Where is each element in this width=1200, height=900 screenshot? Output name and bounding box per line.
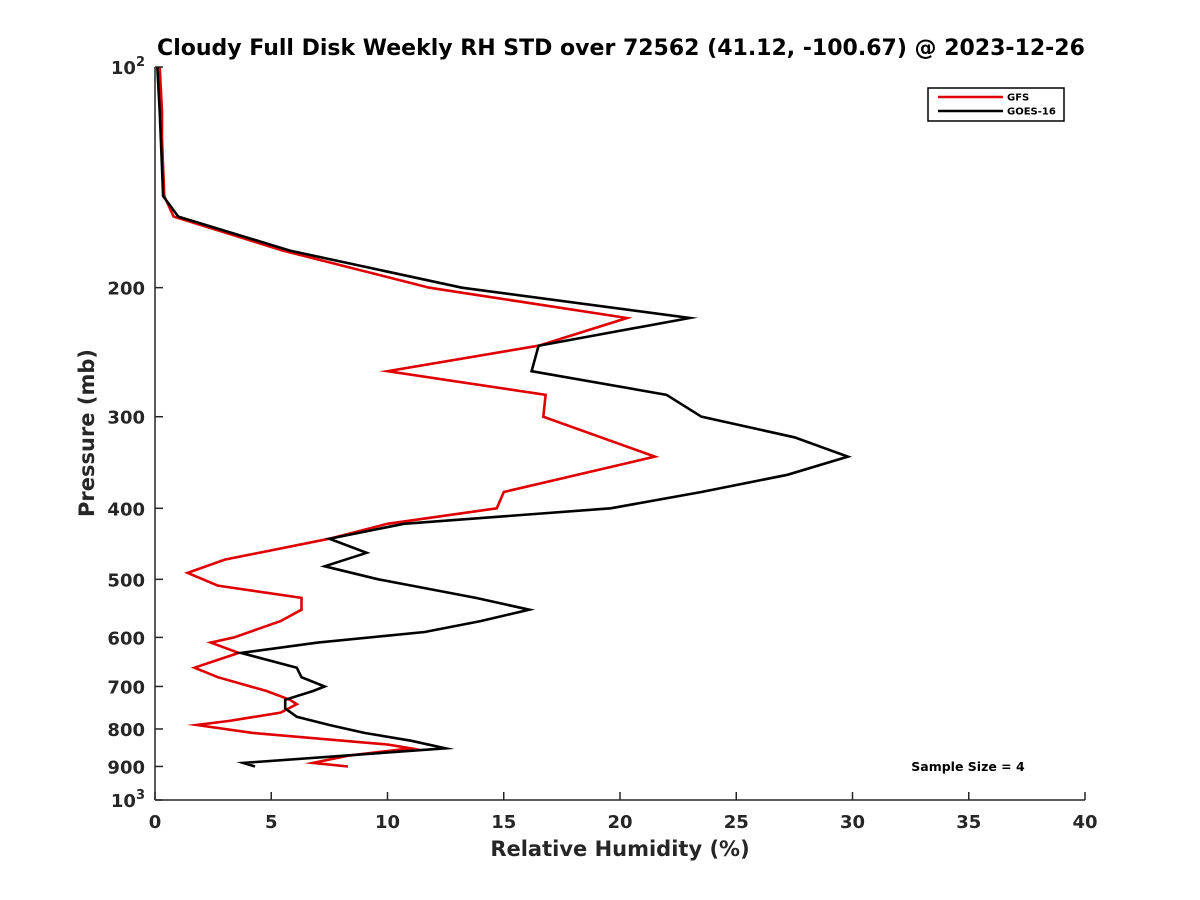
y-tick-label: 700 bbox=[107, 677, 145, 698]
x-axis-label: Relative Humidity (%) bbox=[490, 837, 749, 861]
plot-area: 0 5 10 15 20 25 30 35 40 10220030040050060070080… bbox=[107, 55, 1097, 833]
y-axis-label: Pressure (mb) bbox=[75, 349, 99, 517]
y-tick-label: 103 bbox=[111, 788, 145, 812]
y-tick-label: 400 bbox=[107, 499, 145, 520]
x-tick-label: 30 bbox=[840, 812, 865, 833]
series-line-gfs bbox=[158, 66, 660, 768]
y-tick-base: 10 bbox=[111, 58, 136, 79]
series-layer bbox=[156, 66, 853, 768]
y-tick-label: 600 bbox=[107, 628, 145, 649]
x-tick-label: 5 bbox=[265, 812, 278, 833]
y-tick-exponent: 2 bbox=[136, 55, 145, 70]
sample-size-annotation: Sample Size = 4 bbox=[911, 759, 1025, 774]
x-tick-label: 35 bbox=[956, 812, 981, 833]
legend-label-gfs: GFS bbox=[1007, 93, 1029, 104]
series-line-goes-16 bbox=[156, 66, 853, 768]
y-tick-label: 500 bbox=[107, 570, 145, 591]
x-ticks: 0 5 10 15 20 25 30 35 40 bbox=[149, 792, 1098, 833]
x-tick-label: 0 bbox=[149, 812, 162, 833]
y-tick-label: 900 bbox=[107, 757, 145, 778]
chart-title: Cloudy Full Disk Weekly RH STD over 7256… bbox=[157, 36, 1085, 61]
legend-box bbox=[927, 87, 1065, 122]
x-tick-label: 25 bbox=[724, 812, 749, 833]
x-tick-label: 10 bbox=[375, 812, 400, 833]
legend: GFS GOES-16 bbox=[927, 87, 1065, 122]
x-tick-label: 20 bbox=[607, 812, 632, 833]
x-tick-label: 15 bbox=[491, 812, 516, 833]
y-tick-label: 102 bbox=[111, 55, 145, 79]
y-tick-base: 10 bbox=[111, 791, 136, 812]
y-tick-label: 800 bbox=[107, 720, 145, 741]
y-tick-label: 300 bbox=[107, 408, 145, 429]
y-tick-label: 200 bbox=[107, 279, 145, 300]
x-tick-label: 40 bbox=[1072, 812, 1097, 833]
y-tick-exponent: 3 bbox=[136, 788, 145, 803]
legend-label-goes-16: GOES-16 bbox=[1007, 107, 1056, 118]
